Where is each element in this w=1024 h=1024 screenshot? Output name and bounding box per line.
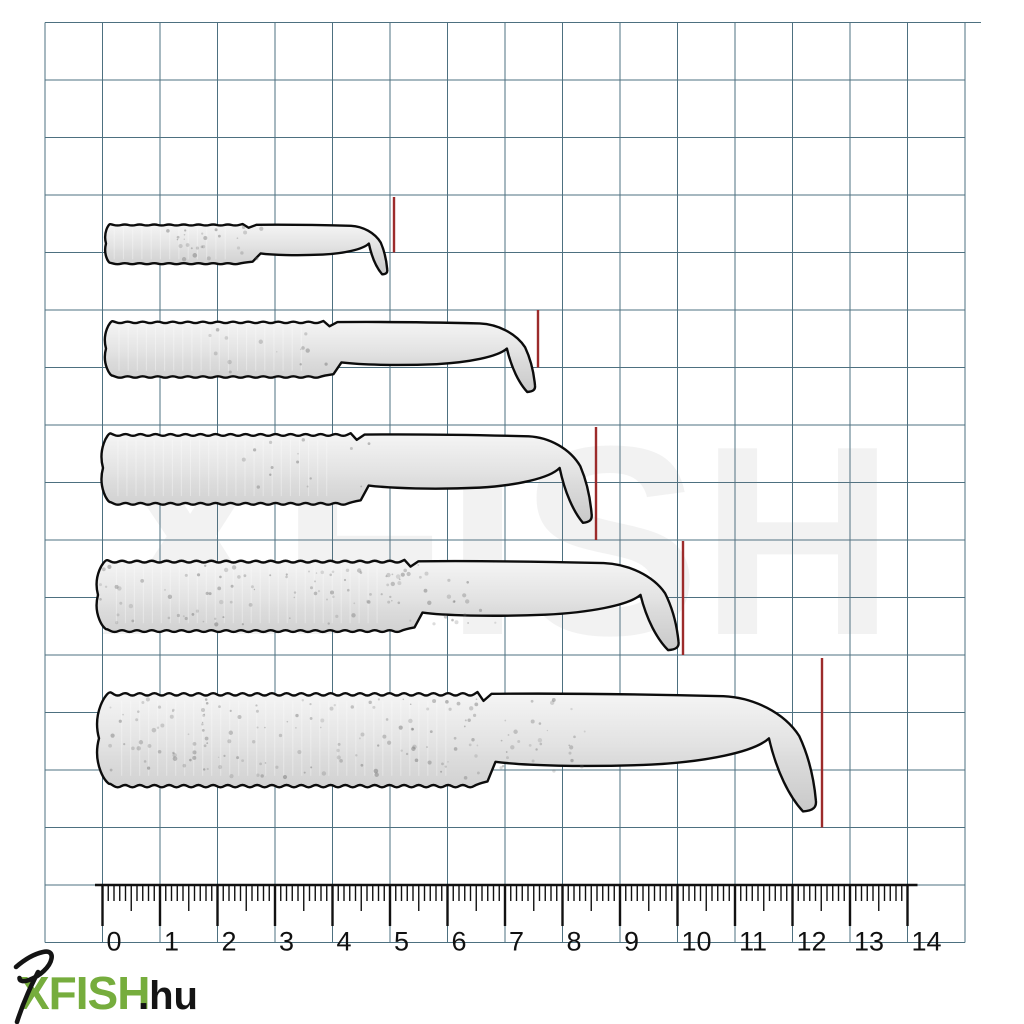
svg-text:9: 9 [624,927,639,957]
svg-text:2: 2 [222,927,237,957]
svg-text:6: 6 [452,927,467,957]
svg-text:8: 8 [567,927,582,957]
svg-text:4: 4 [337,927,352,957]
svg-text:7: 7 [509,927,524,957]
svg-text:13: 13 [854,927,884,957]
svg-text:1: 1 [164,927,179,957]
svg-text:5: 5 [394,927,409,957]
svg-text:10: 10 [682,927,712,957]
svg-text:12: 12 [797,927,827,957]
svg-text:.hu: .hu [138,974,198,1018]
svg-text:11: 11 [739,927,767,957]
svg-text:3: 3 [279,927,294,957]
svg-text:0: 0 [107,927,122,957]
svg-text:14: 14 [912,927,942,957]
